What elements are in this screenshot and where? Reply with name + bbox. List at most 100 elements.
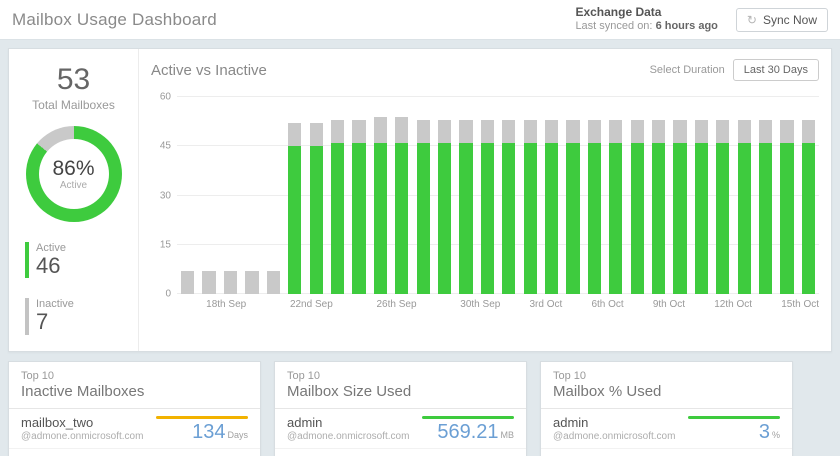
chart-bar[interactable]	[716, 119, 730, 294]
bar-active-segment	[330, 142, 345, 294]
chart-bar-slot	[241, 97, 262, 294]
bar-active-segment	[759, 142, 773, 294]
bar-active-segment	[801, 142, 816, 294]
bar-active-segment	[459, 142, 473, 294]
mailbox-row[interactable]: admin @admone.onmicrosoft.com 3%	[541, 409, 792, 448]
legend-active-value: 46	[36, 253, 61, 279]
chart-bar-slot	[198, 97, 219, 294]
bar-inactive-segment	[523, 119, 537, 143]
x-tick-label: 15th Oct	[781, 298, 820, 310]
bar-inactive-segment	[609, 119, 623, 143]
chart-bar-slot	[327, 97, 348, 294]
mailbox-metric: 569.21 MB	[422, 415, 515, 443]
mailbox-row[interactable]: admin @admone.onmicrosoft.com 569.21 MB	[275, 409, 526, 448]
active-donut-chart: 86% Active	[25, 126, 122, 222]
chart-bar[interactable]	[352, 119, 366, 294]
chart-bar[interactable]	[223, 271, 238, 294]
bar-inactive-segment	[716, 119, 730, 143]
chart-bar[interactable]	[587, 119, 602, 294]
bar-inactive-segment	[330, 119, 345, 143]
mailbox-summary: 53 Total Mailboxes 86% Active Active 46 …	[9, 49, 139, 351]
bar-active-segment	[288, 146, 302, 294]
metric-unit: MB	[500, 429, 515, 440]
chart-bar[interactable]	[309, 123, 323, 294]
mailbox-metric: 3%	[688, 415, 780, 443]
metric-value-row: 134 Days	[156, 422, 248, 443]
bar-inactive-segment	[223, 271, 238, 294]
chart-bar[interactable]	[416, 119, 430, 294]
sync-refresh-icon: ↻	[746, 12, 757, 27]
bar-inactive-segment	[266, 271, 280, 294]
bar-inactive-segment	[395, 116, 409, 143]
chart-bar[interactable]	[737, 119, 751, 294]
chart-bar[interactable]	[566, 119, 580, 294]
chart-bar[interactable]	[437, 119, 452, 294]
chart-bar[interactable]	[459, 119, 473, 294]
chart-bar[interactable]	[652, 119, 666, 294]
chart-bar[interactable]	[801, 119, 816, 294]
y-tick-label: 45	[159, 140, 171, 152]
summary-legend: Active 46 Inactive 7	[9, 242, 138, 335]
dashboard-content: 53 Total Mailboxes 86% Active Active 46 …	[0, 40, 840, 456]
duration-dropdown[interactable]: Last 30 Days	[732, 59, 819, 81]
chart-bar[interactable]	[523, 119, 537, 294]
bar-inactive-segment	[587, 119, 602, 143]
chart-bar[interactable]	[181, 271, 195, 294]
chart-bar[interactable]	[395, 116, 409, 294]
chart-bar-slot	[541, 97, 562, 294]
chart-bar[interactable]	[502, 119, 516, 294]
last-synced-text: Last synced on: 6 hours ago	[575, 20, 718, 33]
bar-inactive-segment	[373, 116, 387, 143]
chart-bar[interactable]	[694, 119, 709, 294]
bar-active-segment	[395, 142, 409, 294]
chart-bar-slot	[348, 97, 369, 294]
mailbox-identity: admin @admone.onmicrosoft.com	[553, 414, 675, 443]
sync-now-button[interactable]: ↻ Sync Now	[735, 7, 828, 32]
duration-selector: Select Duration Last 30 Days	[650, 59, 819, 81]
bar-inactive-segment	[780, 119, 794, 143]
last-synced-value: 6 hours ago	[655, 20, 718, 33]
mailbox-name: admin	[553, 414, 589, 430]
mailbox-identity: mailbox_two @admone.onmicrosoft.com	[21, 415, 143, 443]
chart-bar[interactable]	[288, 123, 302, 294]
chart-bar[interactable]	[266, 271, 280, 294]
chart-bar-slot	[498, 97, 519, 294]
chart-bar[interactable]	[673, 119, 687, 294]
chart-bar[interactable]	[780, 119, 794, 294]
chart-bar-slot	[220, 97, 241, 294]
x-tick-label: 18th Sep	[206, 298, 247, 310]
metric-value: 569.21	[437, 420, 499, 443]
y-tick-label: 30	[159, 190, 171, 201]
chart-bar[interactable]	[245, 271, 259, 294]
chart-bar-slot	[177, 97, 198, 294]
chart-bar[interactable]	[373, 116, 387, 294]
bar-active-segment	[480, 142, 495, 294]
chart-bar[interactable]	[544, 119, 559, 294]
bar-active-segment	[352, 142, 366, 294]
chart-bar-slot	[562, 97, 583, 294]
mailbox-row[interactable]: admin2@admone.onmicrosoft.com21.73MB	[275, 447, 526, 456]
y-tick-label: 0	[165, 288, 171, 300]
mailbox-domain: @admone.onmicrosoft.com	[287, 430, 410, 442]
chart-bar-slot	[370, 97, 391, 294]
bar-inactive-segment	[416, 119, 430, 143]
chart-bar[interactable]	[480, 119, 495, 294]
chart-header: Active vs Inactive Select Duration Last …	[151, 59, 819, 81]
chart-bar[interactable]	[330, 119, 345, 294]
chart-bar-slot	[627, 97, 648, 294]
bar-inactive-segment	[202, 271, 216, 294]
metric-bar	[156, 415, 248, 419]
mailbox-row[interactable]: mailbox_two @admone.onmicrosoft.com 134 Day…	[9, 409, 260, 448]
chart-bar[interactable]	[759, 119, 773, 294]
metric-unit: %	[771, 429, 780, 440]
x-tick-label: 12th Oct	[714, 298, 753, 310]
y-tick-label: 60	[159, 91, 171, 103]
chart-bar[interactable]	[202, 271, 216, 294]
chart-bar[interactable]	[630, 119, 644, 294]
mailbox-row[interactable]: admin2@admone.onmicrosoft.com0%	[541, 447, 792, 456]
chart-bar-slot	[605, 97, 626, 294]
chart-bar[interactable]	[609, 119, 623, 294]
bar-inactive-segment	[459, 119, 473, 143]
total-mailboxes-label: Total Mailboxes	[32, 98, 115, 112]
